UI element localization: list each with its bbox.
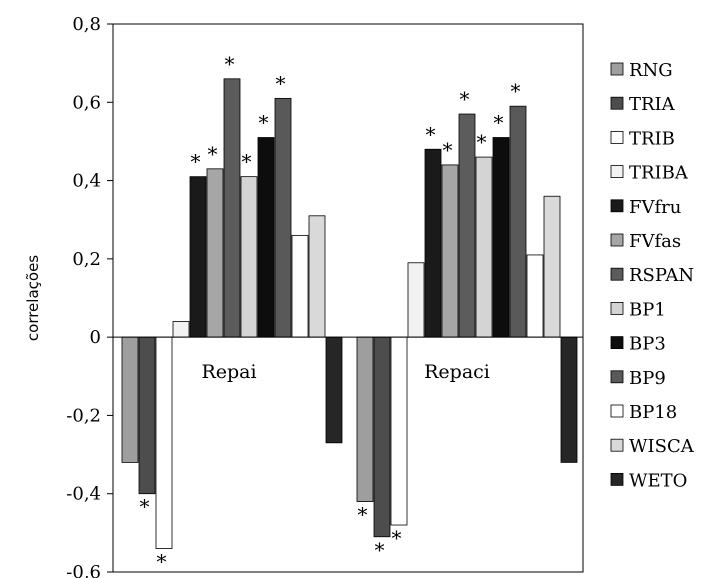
legend-label: TRIB [629, 128, 675, 149]
significance-marker: * [511, 79, 521, 103]
bar-trib-repaci [390, 336, 408, 526]
bar-tria-repai [138, 336, 156, 495]
significance-marker: * [375, 538, 385, 562]
legend-swatch [610, 96, 624, 110]
legend-swatch [610, 233, 624, 247]
significance-marker: * [242, 150, 252, 174]
significance-marker: * [208, 142, 218, 166]
bar-bp1-repai [240, 176, 258, 338]
legend: RNG TRIA TRIB TRIBA FVfru FVfas RSPAN BP1 BP3 BP9… [610, 60, 695, 491]
category-label: Repai [201, 361, 256, 383]
legend-swatch [610, 267, 624, 281]
y-tick-label: 0 [90, 327, 101, 348]
bar-bp18-repai [291, 234, 309, 338]
significance-marker: * [276, 71, 286, 95]
legend-swatch [610, 336, 624, 350]
significance-marker: * [358, 503, 368, 527]
bar-tria-repaci [373, 336, 391, 538]
y-tick-label: 0,6 [72, 92, 101, 113]
legend-label: FVfas [629, 231, 681, 252]
significance-marker: * [460, 87, 470, 111]
legend-label: BP1 [629, 299, 666, 320]
legend-label: BP3 [629, 334, 666, 355]
category-labels: Repai Repaci [201, 361, 489, 383]
bar-triba-repaci [407, 262, 425, 338]
significance-marker: * [140, 495, 150, 519]
y-tick-label: 0,4 [72, 171, 101, 192]
y-tick-label: -0,4 [66, 484, 101, 505]
legend-swatch [610, 404, 624, 418]
y-axis: -0,6 -0,4 -0,2 0 0,2 0,4 0,6 0,8 [66, 14, 113, 578]
y-axis-label: correlações [24, 255, 42, 341]
significance-marker: * [259, 111, 269, 135]
legend-swatch [610, 165, 624, 179]
significance-marker: * [426, 122, 436, 146]
legend-swatch [610, 301, 624, 315]
y-tick-label: -0,6 [66, 562, 101, 578]
significance-marker: * [191, 150, 201, 174]
bar-fvfas-repaci [441, 164, 459, 338]
significance-marker: * [494, 111, 504, 135]
legend-label: RSPAN [629, 265, 694, 286]
significance-marker: * [392, 526, 402, 550]
y-tick-label: 0,2 [72, 249, 101, 270]
legend-label: WETO [629, 470, 687, 491]
bar-bp18-repaci [526, 254, 544, 338]
legend-swatch [610, 370, 624, 384]
legend-label: TRIA [629, 94, 676, 115]
legend-label: TRIBA [629, 163, 689, 184]
significance-marker: * [477, 130, 487, 154]
legend-swatch [610, 472, 624, 486]
y-tick-label: 0,8 [72, 14, 101, 35]
bar-trib-repai [155, 336, 173, 549]
bar-rng-repai [121, 336, 139, 463]
legend-swatch [610, 62, 624, 76]
bar-rng-repaci [356, 336, 374, 502]
bar-fvfru-repai [189, 176, 207, 338]
bar-bp3-repai [257, 137, 275, 338]
significance-marker: * [157, 550, 167, 574]
bar-bp9-repaci [509, 105, 527, 338]
legend-swatch [610, 130, 624, 144]
bar-bp9-repai [274, 97, 292, 338]
bar-fvfas-repai [206, 168, 224, 338]
legend-label: FVfru [629, 197, 681, 218]
bars: * * * * * * * * * * * * * * * * * [121, 52, 578, 574]
bar-triba-repai [172, 321, 190, 338]
bar-weto-repai [325, 336, 343, 444]
significance-marker: * [443, 138, 453, 162]
bar-rspan-repaci [458, 113, 476, 338]
legend-swatch [610, 438, 624, 452]
legend-swatch [610, 199, 624, 213]
bar-bp1-repaci [475, 156, 493, 338]
bar-bp3-repaci [492, 137, 510, 338]
legend-label: BP18 [629, 402, 677, 423]
bar-rspan-repai [223, 78, 241, 338]
significance-marker: * [225, 52, 235, 76]
bar-weto-repaci [560, 336, 578, 463]
legend-label: RNG [629, 60, 673, 81]
y-tick-label: -0,2 [66, 405, 101, 426]
bar-wisca-repaci [543, 195, 561, 338]
bar-wisca-repai [308, 215, 326, 338]
legend-label: WISCA [629, 436, 695, 457]
category-label: Repaci [424, 361, 490, 383]
legend-label: BP9 [629, 368, 666, 389]
bar-fvfru-repaci [424, 148, 442, 338]
